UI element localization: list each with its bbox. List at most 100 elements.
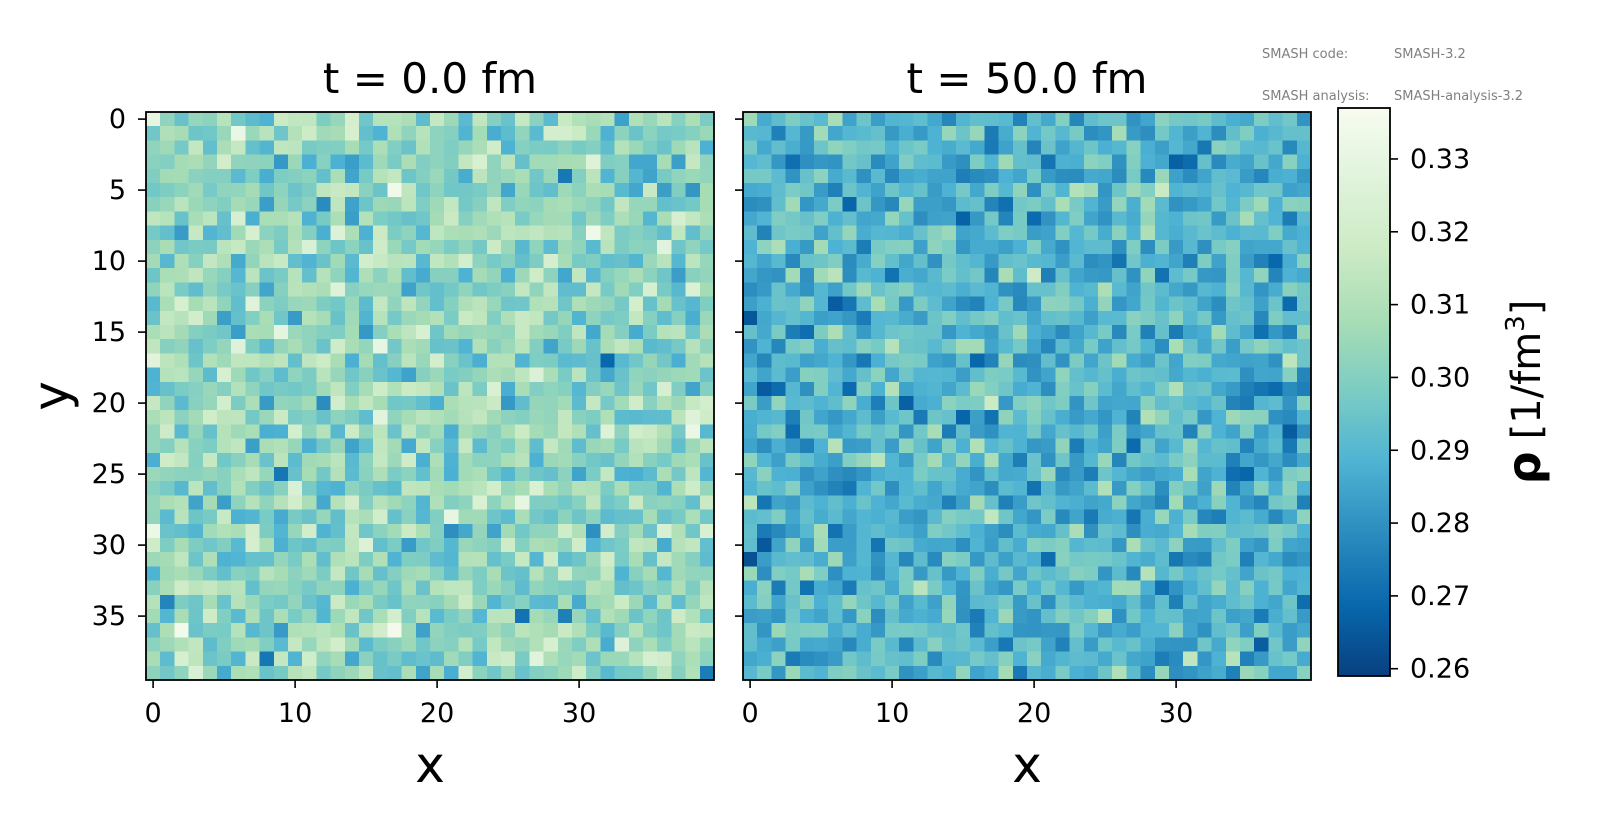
- heatmap-cell: [899, 339, 914, 354]
- heatmap-cell: [557, 367, 573, 383]
- heatmap-cell: [288, 637, 303, 653]
- heatmap-cell: [245, 183, 261, 198]
- heatmap-cell: [1027, 452, 1042, 468]
- heatmap-cell: [628, 126, 644, 141]
- heatmap-cell: [913, 353, 929, 369]
- heatmap-cell: [572, 154, 587, 170]
- heatmap-cell: [316, 325, 332, 340]
- heatmap-cell: [899, 268, 914, 283]
- heatmap-cell: [970, 495, 985, 511]
- heatmap-cell: [743, 538, 758, 553]
- heatmap-cell: [956, 509, 971, 525]
- heatmap-cell: [572, 339, 587, 354]
- heatmap-cell: [600, 452, 616, 468]
- heatmap-cell: [529, 296, 545, 312]
- heatmap-cell: [1282, 211, 1298, 227]
- heatmap-cell: [1225, 353, 1241, 369]
- heatmap-cell: [231, 623, 246, 638]
- heatmap-cell: [899, 637, 914, 653]
- heatmap-cell: [1296, 126, 1312, 141]
- heatmap-cell: [1197, 367, 1213, 383]
- heatmap-cell: [927, 651, 943, 667]
- heatmap-cell: [1254, 580, 1269, 596]
- heatmap-cell: [515, 410, 530, 425]
- heatmap-cell: [245, 481, 261, 496]
- heatmap-cell: [202, 410, 218, 425]
- heatmap-cell: [600, 410, 616, 425]
- heatmap-cell: [1268, 538, 1284, 553]
- heatmap-cell: [927, 495, 943, 511]
- heatmap-cell: [1027, 396, 1042, 411]
- heatmap-cell: [557, 609, 573, 624]
- heatmap-cell: [1126, 268, 1142, 283]
- heatmap-cell: [1083, 112, 1099, 127]
- heatmap-cell: [885, 268, 900, 283]
- heatmap-cell: [1041, 211, 1056, 227]
- heatmap-cell: [387, 523, 403, 539]
- heatmap-cell: [956, 254, 971, 269]
- heatmap-cell: [970, 268, 985, 283]
- heatmap-cell: [870, 637, 886, 653]
- heatmap-cell: [1098, 168, 1113, 184]
- heatmap-cell: [671, 381, 687, 397]
- x-tick-label: 10: [278, 698, 312, 729]
- heatmap-cell: [671, 197, 687, 212]
- heatmap-cell: [316, 239, 332, 255]
- heatmap-cell: [1083, 665, 1099, 681]
- heatmap-cell: [600, 665, 616, 681]
- heatmap-cell: [757, 254, 772, 269]
- heatmap-cell: [657, 523, 672, 539]
- heatmap-cell: [984, 665, 1000, 681]
- heatmap-cell: [927, 552, 943, 567]
- heatmap-cell: [217, 424, 232, 440]
- heatmap-cell: [927, 665, 943, 681]
- heatmap-cell: [1112, 381, 1127, 397]
- heatmap-cell: [146, 197, 161, 212]
- heatmap-cell: [557, 665, 573, 681]
- heatmap-cell: [1098, 381, 1113, 397]
- heatmap-cell: [1225, 481, 1241, 496]
- heatmap-cell: [785, 594, 801, 610]
- heatmap-cell: [671, 154, 687, 170]
- heatmap-cell: [373, 509, 388, 525]
- heatmap-cell: [486, 353, 502, 369]
- heatmap-cell: [1169, 197, 1184, 212]
- heatmap-cell: [970, 438, 985, 454]
- heatmap-cell: [799, 310, 815, 326]
- heatmap-cell: [1225, 580, 1241, 596]
- heatmap-cell: [1240, 538, 1255, 553]
- heatmap-cell: [1183, 325, 1198, 340]
- heatmap-cell: [1069, 254, 1085, 269]
- heatmap-cell: [885, 396, 900, 411]
- heatmap-cell: [1126, 211, 1142, 227]
- heatmap-cell: [160, 609, 175, 624]
- heatmap-cell: [217, 665, 232, 681]
- heatmap-cell: [188, 566, 204, 582]
- heatmap-cell: [899, 140, 914, 156]
- heatmap-cell: [1240, 225, 1255, 241]
- heatmap-cell: [529, 580, 545, 596]
- heatmap-cell: [387, 126, 403, 141]
- heatmap-cell: [614, 552, 630, 567]
- heatmap-cell: [757, 197, 772, 212]
- heatmap-cell: [856, 282, 872, 298]
- heatmap-cell: [1282, 623, 1298, 638]
- heatmap-cell: [188, 467, 204, 482]
- heatmap-cell: [288, 197, 303, 212]
- heatmap-cell: [373, 154, 388, 170]
- heatmap-cell: [743, 637, 758, 653]
- heatmap-cell: [856, 168, 872, 184]
- heatmap-cell: [785, 239, 801, 255]
- heatmap-cell: [998, 467, 1014, 482]
- heatmap-cell: [657, 268, 672, 283]
- heatmap-cell: [444, 239, 459, 255]
- heatmap-cell: [885, 225, 900, 241]
- heatmap-cell: [217, 467, 232, 482]
- heatmap-cell: [543, 112, 559, 127]
- heatmap-cell: [1112, 438, 1127, 454]
- heatmap-cell: [628, 438, 644, 454]
- heatmap-cell: [401, 396, 417, 411]
- heatmap-cell: [472, 438, 488, 454]
- heatmap-cell: [657, 197, 672, 212]
- heatmap-cell: [614, 623, 630, 638]
